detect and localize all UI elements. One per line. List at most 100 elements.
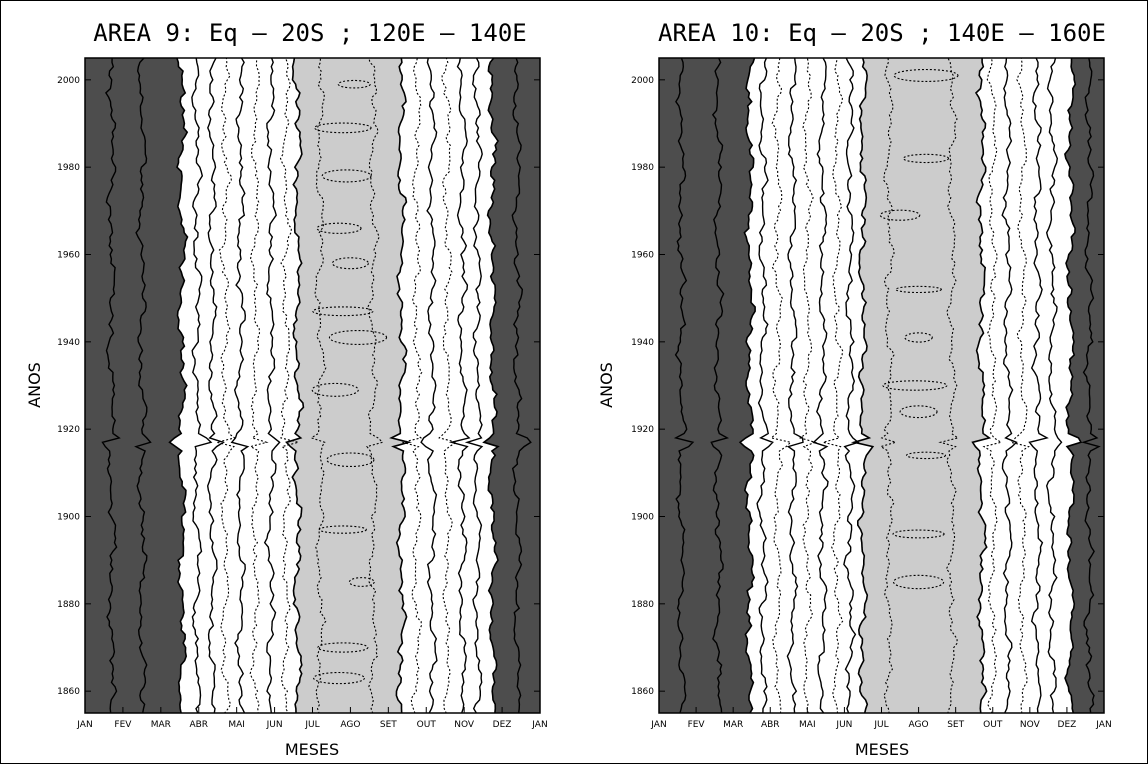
- dark-shaded-band: [482, 58, 540, 713]
- x-tick-label: JAN: [76, 720, 92, 730]
- x-tick-label: JAN: [650, 720, 666, 730]
- contour-line: [230, 58, 250, 713]
- contour-line: [812, 58, 829, 713]
- x-axis: JAN FEV MAR ABR MAI JUN JUL AGO SET OUT NOV DEZ JAN: [650, 707, 1112, 730]
- x-tick-label: NOV: [454, 720, 475, 730]
- x-tick-label: SET: [380, 720, 397, 730]
- y-tick-label: 2000: [631, 76, 654, 86]
- y-tick-label: 1960: [57, 251, 80, 261]
- contour-cell: [317, 642, 369, 653]
- dark-shaded-band: [659, 58, 756, 713]
- x-tick-label: AGO: [909, 720, 929, 730]
- contour-cell: [892, 574, 945, 590]
- x-tick-label: DEZ: [1058, 720, 1077, 730]
- y-tick-label: 1940: [57, 338, 80, 348]
- contour-cell: [348, 577, 375, 587]
- y-tick-label: 1880: [57, 600, 80, 610]
- y-tick-label: 1860: [57, 687, 80, 697]
- contour-line: [191, 58, 213, 713]
- contour-line: [402, 58, 423, 713]
- x-axis: JAN FEV MAR ABR MAI JUN JUL AGO SET OUT NOV DEZ JAN: [76, 707, 548, 730]
- contour-line: [279, 58, 301, 713]
- contour-cell: [899, 405, 938, 419]
- contour-cell: [904, 332, 933, 343]
- contour-line: [673, 58, 695, 713]
- contour-cell: [311, 382, 359, 397]
- light-shaded-band: [850, 58, 992, 713]
- y-axis: 1860 1880 1900 1920 1940 1960 1980 2000: [631, 76, 1104, 697]
- contour-line: [438, 58, 458, 713]
- y-tick-label: 1900: [57, 513, 80, 523]
- contour-cell: [337, 79, 371, 89]
- panel-area-9: AREA 9: Eq — 20S ; 120E — 140E 1860 1880 1…: [25, 19, 548, 759]
- contour-line: [821, 58, 844, 713]
- contour-cell: [314, 122, 372, 134]
- contour-cell: [905, 451, 947, 460]
- contour-cell: [328, 329, 388, 345]
- contour-line: [1028, 58, 1049, 713]
- x-tick-label: JUL: [873, 720, 888, 730]
- chart-title: AREA 10: Eq — 20S ; 140E — 160E: [658, 19, 1106, 47]
- chart-title: AREA 9: Eq — 20S ; 120E — 140E: [93, 19, 526, 47]
- y-axis-label: ANOS: [25, 362, 44, 408]
- contour-line: [464, 58, 484, 713]
- dark-shaded-band: [85, 58, 189, 713]
- x-tick-label: FEV: [114, 720, 132, 730]
- y-tick-label: 1920: [631, 425, 654, 435]
- plot-area: [85, 58, 540, 713]
- contour-line: [1009, 58, 1030, 713]
- contour-line: [798, 58, 817, 713]
- x-axis-label: MESES: [285, 740, 339, 759]
- y-tick-label: 1980: [631, 163, 654, 173]
- contour-cell: [312, 306, 374, 317]
- plot-area: [659, 58, 1104, 713]
- contour-line: [310, 58, 327, 713]
- x-tick-label: JUN: [835, 720, 852, 730]
- x-tick-label: JAN: [531, 720, 547, 730]
- x-tick-label: MAR: [151, 720, 171, 730]
- contour-cell: [893, 68, 959, 82]
- contour-cell: [902, 153, 950, 164]
- x-tick-label: MAI: [228, 720, 245, 730]
- x-tick-label: DEZ: [493, 720, 512, 730]
- x-tick-label: OUT: [417, 720, 437, 730]
- y-tick-label: 1920: [57, 425, 80, 435]
- x-tick-label: NOV: [1020, 720, 1041, 730]
- y-tick-label: 1900: [631, 513, 654, 523]
- contour-cell: [321, 169, 372, 183]
- contour-cell: [895, 285, 942, 294]
- y-axis: 1860 1880 1900 1920 1940 1960 1980 2000: [57, 76, 540, 697]
- contour-line: [982, 58, 1003, 713]
- contour-cell: [331, 257, 369, 270]
- x-tick-label: SET: [947, 720, 964, 730]
- contour-line: [263, 58, 281, 713]
- contour-line: [216, 58, 236, 713]
- contour-line: [786, 58, 804, 713]
- contour-line: [420, 58, 438, 713]
- contour-line: [1001, 58, 1018, 713]
- contour-line: [366, 58, 384, 713]
- contour-line: [879, 58, 898, 713]
- x-tick-label: AGO: [340, 720, 360, 730]
- contour-line: [710, 58, 730, 713]
- dark-shaded-band: [1064, 58, 1104, 713]
- x-tick-label: JAN: [1095, 720, 1111, 730]
- y-tick-label: 1880: [631, 600, 654, 610]
- x-tick-label: ABR: [189, 720, 208, 730]
- y-tick-label: 1960: [631, 251, 654, 261]
- contour-line: [448, 58, 471, 713]
- contour-line: [101, 58, 121, 713]
- contour-line: [511, 58, 532, 713]
- contour-cell: [316, 222, 362, 234]
- contour-cell: [892, 529, 945, 539]
- x-tick-label: ABR: [761, 720, 780, 730]
- contour-line: [1045, 58, 1063, 713]
- contour-line: [206, 58, 225, 713]
- x-tick-label: JUL: [304, 720, 319, 730]
- light-shaded-band: [285, 58, 412, 713]
- x-tick-label: MAR: [723, 720, 743, 730]
- contour-cell: [879, 209, 921, 221]
- x-axis-label: MESES: [855, 740, 909, 759]
- contour-cell: [326, 452, 375, 468]
